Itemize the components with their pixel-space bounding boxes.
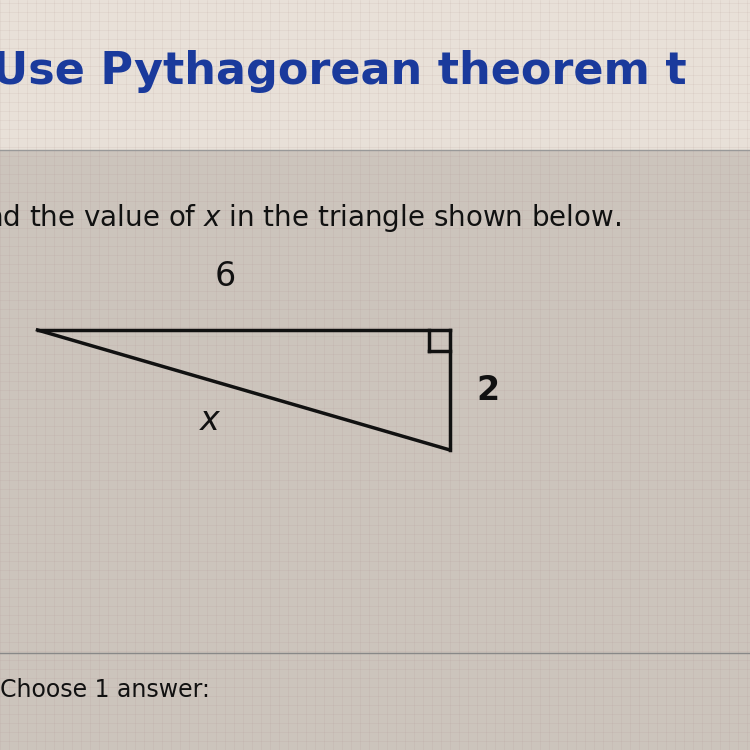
Text: 6: 6 xyxy=(214,260,236,292)
Text: Use Pythagorean theorem t: Use Pythagorean theorem t xyxy=(0,50,687,93)
Bar xyxy=(0,0,750,150)
Text: nd the value of $x$ in the triangle shown below.: nd the value of $x$ in the triangle show… xyxy=(0,202,621,233)
Text: 2: 2 xyxy=(476,374,500,406)
Text: Choose 1 answer:: Choose 1 answer: xyxy=(0,678,210,702)
Text: $x$: $x$ xyxy=(199,404,221,436)
